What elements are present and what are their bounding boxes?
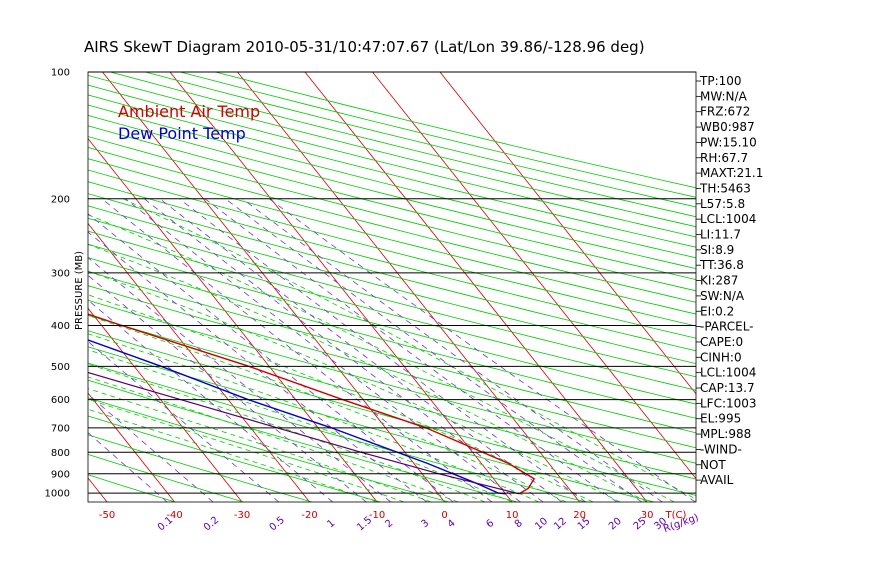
- mixing-ratio-tick: 6: [484, 518, 496, 531]
- isotherm-line: [0, 72, 107, 502]
- stability-index: L57:5.8: [700, 197, 745, 211]
- pressure-tick-label: 1000: [45, 489, 70, 500]
- bottom-temperature-tick: -30: [234, 510, 250, 521]
- stability-index: EL:995: [700, 412, 741, 426]
- stability-index: -PARCEL-: [700, 320, 754, 334]
- stability-index: NOT: [700, 458, 726, 472]
- stability-index: EI:0.2: [700, 304, 734, 318]
- pressure-tick-labels: 100 200 300 400 500 600 700 800 900 1000: [45, 68, 70, 500]
- bottom-temperature-tick: -50: [99, 510, 115, 521]
- stability-index: MPL:988: [700, 427, 751, 441]
- stability-index: LCL:1004: [700, 366, 756, 380]
- dry-adiabat-line: [0, 72, 654, 502]
- mixing-ratio-line: [144, 199, 543, 502]
- moist-adiabat-line: [0, 199, 620, 502]
- stability-index: TP:100: [699, 74, 742, 88]
- stability-index: AVAIL: [700, 473, 734, 487]
- mixing-ratio-tick: 2: [383, 518, 395, 531]
- mixing-ratio-tick: 12: [552, 516, 569, 533]
- mixing-ratio-line: [0, 199, 167, 502]
- stability-index: CAPE:0: [700, 335, 743, 349]
- stability-index: SW:N/A: [700, 289, 745, 303]
- isotherm-line: [372, 72, 714, 502]
- mixing-ratio-tick: 0.2: [202, 515, 221, 534]
- pressure-tick-label: 300: [51, 268, 70, 279]
- bottom-temperature-tick: -10: [369, 510, 385, 521]
- dry-adiabat-line: [215, 72, 870, 502]
- pressure-tick-label: 200: [51, 194, 70, 205]
- pressure-tick-label: 600: [51, 395, 70, 406]
- stability-index: FRZ:672: [700, 105, 750, 119]
- stability-index: LFC:1003: [700, 396, 757, 410]
- stability-index: LCL:1004: [700, 212, 756, 226]
- mixing-ratio-tick: 8: [513, 518, 525, 531]
- pressure-tick-label: 500: [51, 362, 70, 373]
- mixing-ratio-line: [242, 199, 662, 502]
- pressure-tick-label: 900: [51, 469, 70, 480]
- stability-index: MAXT:21.1: [700, 166, 763, 180]
- mixing-ratio-line: [126, 199, 521, 502]
- mixing-ratio-tick: 20: [607, 516, 624, 533]
- moist-adiabat-line: [0, 199, 566, 502]
- chart-title: AIRS SkewT Diagram 2010-05-31/10:47:07.6…: [84, 38, 645, 56]
- dry-adiabat-line: [180, 72, 870, 502]
- stability-index: -WIND-: [700, 442, 742, 456]
- stability-index: CINH:0: [700, 350, 742, 364]
- pressure-tick-label: 400: [51, 321, 70, 332]
- mixing-ratio-line: [225, 199, 641, 502]
- stability-index: CAP:13.7: [700, 381, 755, 395]
- isotherm-line: [0, 72, 40, 502]
- bottom-temperature-tick: 0: [441, 510, 447, 521]
- mixing-ratio-tick: 4: [446, 518, 458, 531]
- legend-dew-point: Dew Point Temp: [118, 124, 246, 143]
- stability-index: KI:287: [700, 274, 738, 288]
- mixing-ratio-line: [269, 199, 695, 502]
- mixing-ratio-tick: 10: [533, 516, 550, 533]
- mixing-ratio-tick: 0.5: [268, 515, 287, 534]
- moist-adiabat-line: [0, 199, 539, 502]
- stability-index: TH:5463: [699, 181, 751, 195]
- mixing-ratio-tick: 3: [419, 518, 431, 531]
- pressure-tick-label: 700: [51, 423, 70, 434]
- stability-index: SI:8.9: [700, 243, 734, 257]
- stability-index: WB0:987: [700, 120, 755, 134]
- stability-index: LI:11.7: [700, 228, 741, 242]
- pressure-tick-label: 800: [51, 448, 70, 459]
- mixing-ratio-line: [17, 199, 391, 502]
- stability-index: RH:67.7: [700, 151, 748, 165]
- dry-adiabat-line: [0, 72, 723, 502]
- stability-index: TT:36.8: [699, 258, 744, 272]
- stability-index: MW:N/A: [700, 89, 748, 103]
- pressure-tick-label: 100: [51, 68, 70, 79]
- bottom-temperature-tick: -20: [301, 510, 317, 521]
- y-axis-label: PRESSURE (MB): [74, 251, 85, 330]
- stability-index: PW:15.10: [700, 135, 757, 149]
- mixing-ratio-line: [160, 199, 562, 502]
- mixing-ratio-tick: 1: [325, 518, 337, 531]
- legend-air-temp: Ambient Air Temp: [118, 102, 260, 121]
